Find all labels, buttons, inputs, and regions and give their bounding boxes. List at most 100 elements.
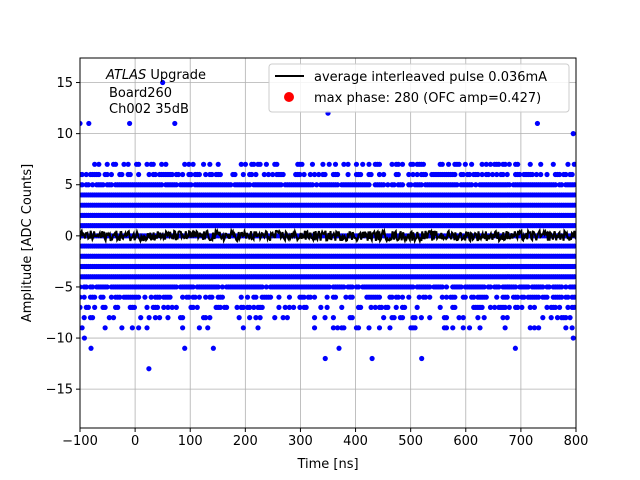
x-axis-label: Time [ns]	[296, 457, 358, 472]
sample-point	[389, 161, 395, 167]
sample-point	[412, 315, 418, 321]
sample-point	[142, 294, 148, 300]
sample-point	[251, 161, 257, 167]
sample-point	[512, 284, 519, 290]
sample-point	[569, 325, 575, 331]
sample-point	[278, 182, 284, 188]
sample-point	[200, 161, 207, 167]
sample-point	[479, 171, 485, 178]
sample-point	[345, 161, 351, 167]
sample-point	[399, 294, 406, 300]
sample-point	[366, 161, 372, 167]
sample-point	[100, 182, 106, 188]
sample-point	[186, 161, 192, 167]
sample-point-outlier	[570, 335, 576, 341]
sample-point	[410, 171, 416, 178]
sample-point	[489, 171, 496, 178]
sample-point	[121, 161, 127, 167]
sample-point	[232, 171, 238, 178]
sample-point	[80, 182, 85, 188]
sample-point	[402, 304, 408, 310]
sample-point	[209, 171, 215, 178]
sample-point	[207, 161, 213, 167]
sample-point	[203, 315, 209, 321]
sample-point	[341, 161, 347, 167]
y-tick-label: 15	[56, 76, 73, 91]
annotation-line-2: Board260	[109, 86, 172, 101]
sample-point	[445, 161, 452, 167]
sample-point	[257, 315, 263, 321]
sample-point	[85, 182, 91, 188]
x-tick-label: 800	[564, 434, 589, 449]
x-tick-label: 600	[453, 434, 478, 449]
sample-point	[571, 294, 576, 300]
sample-point	[309, 182, 316, 188]
sample-point	[291, 304, 297, 310]
sample-point	[156, 315, 163, 321]
sample-point	[506, 304, 512, 310]
sample-point	[502, 304, 508, 310]
sample-point	[159, 182, 165, 188]
x-tick-label: 500	[398, 434, 423, 449]
sample-point	[376, 325, 383, 331]
sample-point	[301, 171, 307, 178]
sample-point	[515, 161, 521, 167]
sample-point	[527, 325, 533, 331]
sample-point	[443, 325, 450, 331]
sample-point	[345, 171, 351, 178]
annotation-line-3: Ch002 35dB	[109, 102, 189, 117]
atlas-label: ATLAS	[105, 68, 146, 83]
sample-point	[414, 171, 420, 178]
sample-point-outlier	[160, 79, 166, 86]
sample-point	[527, 161, 533, 167]
sample-point	[102, 325, 108, 331]
sample-point	[456, 315, 462, 321]
sample-point	[504, 315, 510, 321]
y-tick-label: −10	[46, 332, 73, 347]
sample-point	[219, 284, 226, 290]
sample-point	[81, 315, 87, 321]
sample-point	[80, 325, 85, 331]
sample-point	[301, 294, 307, 300]
sample-point	[251, 304, 257, 310]
sample-point	[127, 171, 133, 178]
sample-point	[89, 182, 96, 188]
sample-point	[194, 304, 200, 310]
sample-point	[353, 161, 360, 167]
sample-point	[159, 161, 165, 167]
sample-point	[154, 304, 161, 310]
sample-point	[412, 325, 418, 331]
sample-point	[563, 315, 569, 321]
y-tick-label: −5	[54, 280, 73, 295]
sample-point	[253, 294, 259, 300]
sample-point	[360, 161, 366, 167]
legend: average interleaved pulse 0.036mA max ph…	[268, 63, 570, 113]
sample-point	[567, 315, 573, 321]
sample-point	[479, 161, 485, 167]
sample-point	[536, 325, 542, 331]
sample-point	[115, 304, 121, 310]
sample-point	[311, 171, 318, 178]
plot-frame	[79, 57, 577, 429]
sample-point	[253, 315, 259, 321]
sample-point	[548, 315, 554, 321]
sample-point	[161, 304, 167, 310]
sample-point	[559, 284, 565, 290]
sample-point	[571, 182, 576, 188]
sample-point	[395, 171, 401, 178]
sample-point	[217, 304, 223, 310]
sample-point	[89, 284, 96, 290]
upgrade-label: Upgrade	[146, 68, 206, 83]
sample-point	[552, 182, 558, 188]
sample-point	[205, 325, 211, 331]
sample-point	[527, 304, 533, 310]
sample-point	[209, 294, 215, 300]
sample-point	[391, 182, 397, 188]
sample-point	[332, 161, 339, 167]
sample-point	[341, 284, 347, 290]
sample-point	[326, 284, 332, 290]
sample-point	[462, 161, 468, 167]
sample-point	[387, 325, 393, 331]
sample-point	[546, 284, 552, 290]
sample-point	[481, 315, 487, 321]
